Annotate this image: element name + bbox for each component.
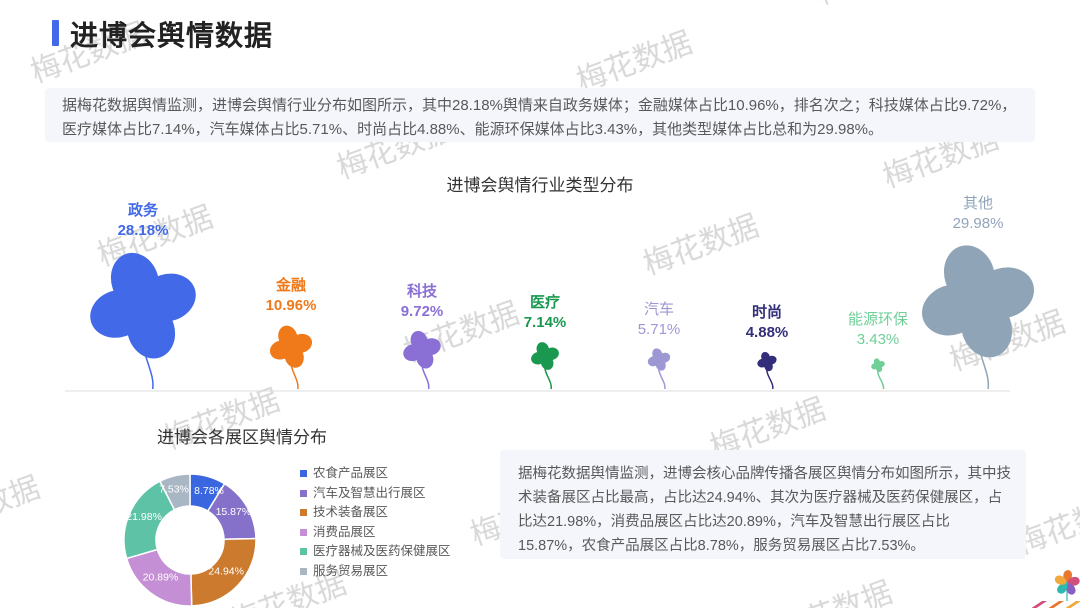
svg-text:24.94%: 24.94% — [208, 566, 244, 578]
svg-text:15.87%: 15.87% — [216, 506, 252, 518]
svg-text:21.98%: 21.98% — [126, 511, 162, 523]
svg-text:20.89%: 20.89% — [143, 571, 179, 583]
svg-text:7.53%: 7.53% — [159, 484, 189, 496]
svg-text:8.78%: 8.78% — [194, 485, 224, 497]
